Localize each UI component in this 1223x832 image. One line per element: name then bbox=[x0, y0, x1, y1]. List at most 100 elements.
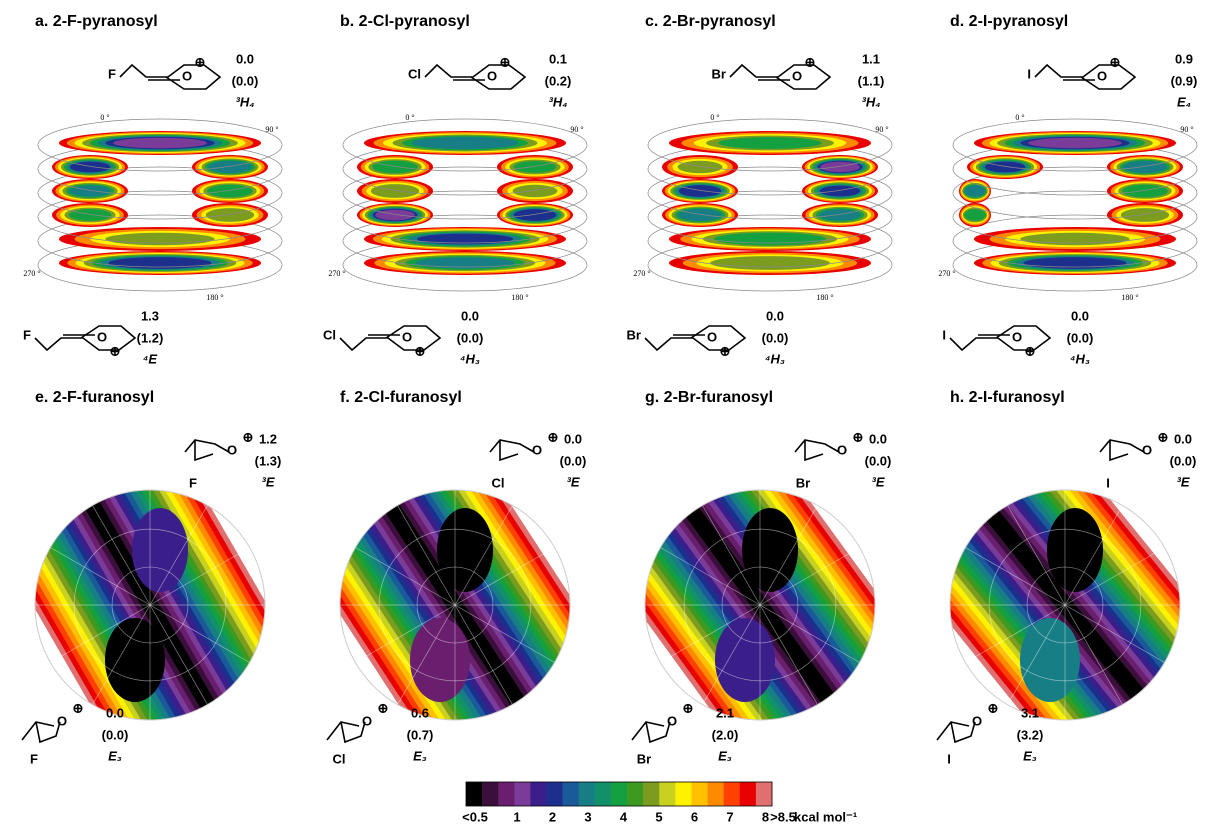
panel-title: d. 2-I-pyranosyl bbox=[950, 13, 1068, 30]
ring-oxygen: O bbox=[487, 68, 497, 83]
conformer: E₄ bbox=[1177, 94, 1191, 109]
contour bbox=[514, 209, 557, 221]
angle-label: 0 ° bbox=[100, 113, 109, 122]
colorbar-unit: kcal mol⁻¹ bbox=[794, 809, 857, 824]
energy: 3.1 bbox=[1021, 705, 1039, 720]
energy: 0.0 bbox=[564, 431, 582, 446]
bond bbox=[632, 722, 670, 742]
conformer: ⁴H₃ bbox=[460, 351, 480, 366]
contour bbox=[69, 209, 112, 221]
molecule: ClO⊕ bbox=[323, 326, 440, 358]
bond bbox=[185, 440, 229, 460]
ring-oxygen: O bbox=[707, 329, 717, 344]
charge: ⊕ bbox=[243, 429, 254, 444]
energy-landscape-stack bbox=[343, 119, 587, 291]
charge: ⊕ bbox=[1025, 343, 1036, 358]
angle-label: 90 ° bbox=[1180, 125, 1193, 134]
charge: ⊕ bbox=[110, 343, 121, 358]
energy-alt: (2.0) bbox=[712, 727, 739, 742]
contour bbox=[207, 185, 253, 198]
conformer: E₃ bbox=[413, 748, 427, 763]
substituent: F bbox=[30, 751, 38, 766]
bond bbox=[937, 722, 975, 742]
energy: 0.0 bbox=[766, 308, 784, 323]
conformer: ⁴E bbox=[143, 351, 158, 366]
energy: 2.1 bbox=[716, 705, 734, 720]
energy: 0.9 bbox=[1175, 51, 1193, 66]
charge: ⊕ bbox=[683, 700, 694, 715]
energy-alt: (1.2) bbox=[137, 330, 164, 345]
angle-label: 90 ° bbox=[570, 125, 583, 134]
colorbar-cell bbox=[659, 782, 675, 806]
colorbar-label: 8 bbox=[762, 809, 769, 824]
angle-label: 90 ° bbox=[265, 125, 278, 134]
colorbar-cell bbox=[708, 782, 724, 806]
energy: 0.0 bbox=[1071, 308, 1089, 323]
figure: a. 2-F-pyranosylFO⊕0.0(0.0)³H₄0 °90 °180… bbox=[0, 0, 1223, 827]
colorbar-cell bbox=[595, 782, 611, 806]
ring-oxygen: O bbox=[227, 442, 237, 457]
molecule: ClO⊕ bbox=[408, 54, 525, 89]
energy: 0.0 bbox=[869, 431, 887, 446]
ring-oxygen: O bbox=[97, 329, 107, 344]
energy-alt: (0.7) bbox=[407, 727, 434, 742]
colorbar-cell bbox=[724, 782, 740, 806]
panel-title: c. 2-Br-pyranosyl bbox=[645, 13, 776, 30]
angle-label: 0 ° bbox=[710, 113, 719, 122]
panel-title: e. 2-F-furanosyl bbox=[35, 389, 154, 406]
panel-title: b. 2-Cl-pyranosyl bbox=[340, 13, 470, 30]
ring-oxygen: O bbox=[402, 329, 412, 344]
energy: 1.2 bbox=[259, 431, 277, 446]
charge: ⊕ bbox=[415, 343, 426, 358]
colorbar-label: 5 bbox=[655, 809, 662, 824]
contour bbox=[718, 137, 821, 149]
substituent: Cl bbox=[333, 751, 346, 766]
contour bbox=[371, 184, 419, 198]
ring-oxygen: O bbox=[362, 713, 372, 728]
panel-title: g. 2-Br-furanosyl bbox=[645, 389, 773, 406]
substituent: I bbox=[942, 327, 946, 342]
angle-label: 90 ° bbox=[875, 125, 888, 134]
colorbar-cell bbox=[514, 782, 530, 806]
conformer: E₃ bbox=[1023, 748, 1037, 763]
contour bbox=[678, 161, 723, 173]
substituent: Br bbox=[637, 751, 651, 766]
panel-title: a. 2-F-pyranosyl bbox=[35, 13, 158, 30]
colorbar-cell bbox=[691, 782, 707, 806]
conformer: ³H₄ bbox=[862, 94, 881, 109]
energy: 0.0 bbox=[236, 51, 254, 66]
charge: ⊕ bbox=[1110, 54, 1121, 69]
energy-landscape-stack bbox=[953, 119, 1197, 291]
angle-label: 180 ° bbox=[816, 293, 833, 302]
colorbar-label: >8.5 bbox=[770, 809, 796, 824]
colorbar-cell bbox=[627, 782, 643, 806]
conformer: ³H₄ bbox=[236, 94, 255, 109]
contour bbox=[1020, 233, 1129, 245]
minimum bbox=[437, 508, 493, 592]
contour bbox=[412, 137, 519, 149]
energy-alt: (0.9) bbox=[1171, 73, 1198, 88]
charge: ⊕ bbox=[853, 429, 864, 444]
angle-label: 0 ° bbox=[405, 113, 414, 122]
charge: ⊕ bbox=[988, 700, 999, 715]
molecule: IO⊕ bbox=[1027, 54, 1135, 89]
colorbar-cell bbox=[482, 782, 498, 806]
substituent: I bbox=[1106, 475, 1110, 490]
colorbar-label: 1 bbox=[513, 809, 520, 824]
panel-title: h. 2-I-furanosyl bbox=[950, 389, 1065, 406]
energy-alt: (1.3) bbox=[255, 453, 282, 468]
contour bbox=[208, 161, 252, 173]
energy-landscape-stack bbox=[648, 119, 892, 291]
conformer: E₃ bbox=[718, 748, 732, 763]
colorbar-cell bbox=[466, 782, 482, 806]
contour bbox=[1121, 208, 1169, 222]
substituent: Br bbox=[796, 475, 810, 490]
ring-oxygen: O bbox=[532, 442, 542, 457]
ring-oxygen: O bbox=[1142, 442, 1152, 457]
minimum bbox=[132, 508, 188, 592]
energy-alt: (0.2) bbox=[545, 73, 572, 88]
angle-label: 270 ° bbox=[633, 269, 650, 278]
contour bbox=[710, 256, 830, 270]
ring-oxygen: O bbox=[57, 713, 67, 728]
